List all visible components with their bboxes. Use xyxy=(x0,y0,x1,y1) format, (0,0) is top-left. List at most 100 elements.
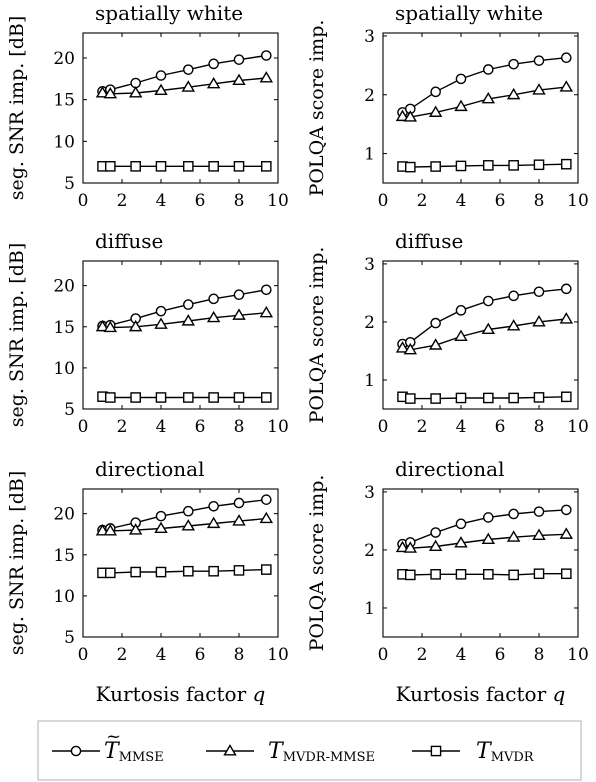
data-point-mvdr xyxy=(155,566,167,578)
x-tick-label: 0 xyxy=(78,191,89,211)
data-point-mmse xyxy=(533,286,545,298)
data-point-mmse xyxy=(260,284,272,296)
data-point-mvdr xyxy=(508,160,519,171)
y-axis-label: POLQA score imp. xyxy=(306,475,328,652)
x-tick-label: 8 xyxy=(234,191,245,211)
data-point-mvdr xyxy=(455,569,467,580)
data-point-mvdr-mmse xyxy=(128,523,143,535)
data-point-mmse xyxy=(508,508,519,520)
legend-marker-mvdr-mmse xyxy=(223,744,237,756)
x-tick-label: 0 xyxy=(378,645,389,665)
data-point-mvdr-mmse xyxy=(481,322,496,335)
x-tick-label: 10 xyxy=(567,645,589,665)
data-point-mmse xyxy=(561,504,572,516)
y-tick-label: 15 xyxy=(53,91,75,111)
data-point-mvdr xyxy=(483,569,494,580)
data-point-mvdr-mmse xyxy=(403,541,418,553)
y-tick-label: 1 xyxy=(364,371,375,391)
legend-label-mmse: TMMSE xyxy=(104,739,164,765)
data-point-mmse xyxy=(208,500,219,512)
y-tick-label: 3 xyxy=(364,483,375,503)
data-point-mvdr xyxy=(483,392,494,404)
data-point-mmse xyxy=(233,497,245,509)
x-tick-label: 8 xyxy=(234,645,245,665)
data-point-mvdr xyxy=(130,392,141,403)
y-tick-label: 3 xyxy=(364,255,375,275)
data-point-mvdr-mmse xyxy=(559,80,574,92)
x-tick-label: 0 xyxy=(378,191,389,211)
x-tick-label: 4 xyxy=(156,645,167,665)
data-point-mvdr xyxy=(483,160,494,171)
y-tick-label: 1 xyxy=(364,145,375,165)
y-tick-label: 2 xyxy=(364,86,375,106)
data-point-mvdr-mmse xyxy=(532,83,546,95)
panel-title: spatially white xyxy=(95,1,243,25)
data-point-mvdr xyxy=(208,565,219,577)
y-axis-label: POLQA score imp. xyxy=(306,247,328,424)
data-point-mvdr-mmse xyxy=(103,320,118,333)
y-tick-label: 10 xyxy=(53,587,75,607)
data-point-mvdr xyxy=(405,569,416,581)
data-point-mvdr-mmse xyxy=(206,310,221,323)
data-point-mmse xyxy=(233,289,245,301)
data-point-mvdr xyxy=(261,392,272,403)
axes-frame xyxy=(382,488,579,638)
data-point-mvdr-mmse xyxy=(506,87,521,100)
x-tick-label: 2 xyxy=(117,645,128,665)
data-point-mvdr xyxy=(130,566,141,578)
data-point-mmse xyxy=(455,518,467,530)
data-point-mvdr xyxy=(155,392,167,403)
data-point-mvdr-mmse xyxy=(128,86,143,98)
y-tick-label: 5 xyxy=(64,628,75,648)
x-tick-label: 4 xyxy=(456,417,467,437)
data-point-mmse xyxy=(533,55,545,66)
x-tick-label: 8 xyxy=(534,191,545,211)
data-point-mvdr-mmse xyxy=(454,536,468,548)
data-point-mvdr xyxy=(561,158,572,170)
legend-label-mvdr-mmse: TMVDR-MMSE xyxy=(268,739,375,765)
legend-tilde: ~ xyxy=(106,726,121,747)
x-tick-label: 10 xyxy=(267,645,289,665)
x-tick-label: 4 xyxy=(456,645,467,665)
data-point-mvdr xyxy=(130,161,141,172)
data-point-mvdr-mmse xyxy=(259,511,274,524)
data-point-mmse xyxy=(260,50,272,61)
y-tick-label: 2 xyxy=(364,313,375,333)
data-point-mmse xyxy=(208,58,219,70)
data-point-mvdr-mmse xyxy=(154,521,168,534)
data-point-mmse xyxy=(182,64,194,75)
panel-title: diffuse xyxy=(95,229,163,253)
data-point-mvdr xyxy=(104,161,116,172)
y-axis-label: seg. SNR imp. [dB] xyxy=(6,16,28,201)
panel-title: directional xyxy=(395,457,504,481)
data-point-mvdr xyxy=(182,161,194,172)
x-tick-label: 0 xyxy=(78,417,89,437)
data-point-mvdr xyxy=(561,568,572,580)
data-point-mvdr-mmse xyxy=(232,73,246,86)
y-axis-label: seg. SNR imp. [dB] xyxy=(6,243,28,428)
y-tick-label: 10 xyxy=(53,359,75,379)
x-tick-label: 6 xyxy=(495,417,506,437)
data-point-mvdr xyxy=(455,160,467,172)
data-point-mmse xyxy=(155,305,167,317)
data-point-mvdr xyxy=(104,392,116,403)
data-point-mvdr xyxy=(233,392,245,403)
axes-frame xyxy=(82,32,279,184)
data-point-mmse xyxy=(182,505,194,517)
data-point-mvdr-mmse xyxy=(95,86,110,98)
data-point-mvdr xyxy=(508,392,519,404)
data-point-mmse xyxy=(561,52,572,64)
y-tick-label: 3 xyxy=(364,27,375,47)
x-tick-label: 6 xyxy=(495,191,506,211)
data-point-mvdr-mmse xyxy=(95,319,110,332)
y-tick-label: 10 xyxy=(53,132,75,152)
x-tick-label: 10 xyxy=(267,417,289,437)
y-axis-label: seg. SNR imp. [dB] xyxy=(6,471,28,656)
data-point-mmse xyxy=(561,283,572,295)
data-point-mvdr xyxy=(430,569,441,580)
x-tick-label: 8 xyxy=(534,417,545,437)
data-point-mvdr-mmse xyxy=(154,317,168,329)
data-point-mmse xyxy=(182,299,194,310)
